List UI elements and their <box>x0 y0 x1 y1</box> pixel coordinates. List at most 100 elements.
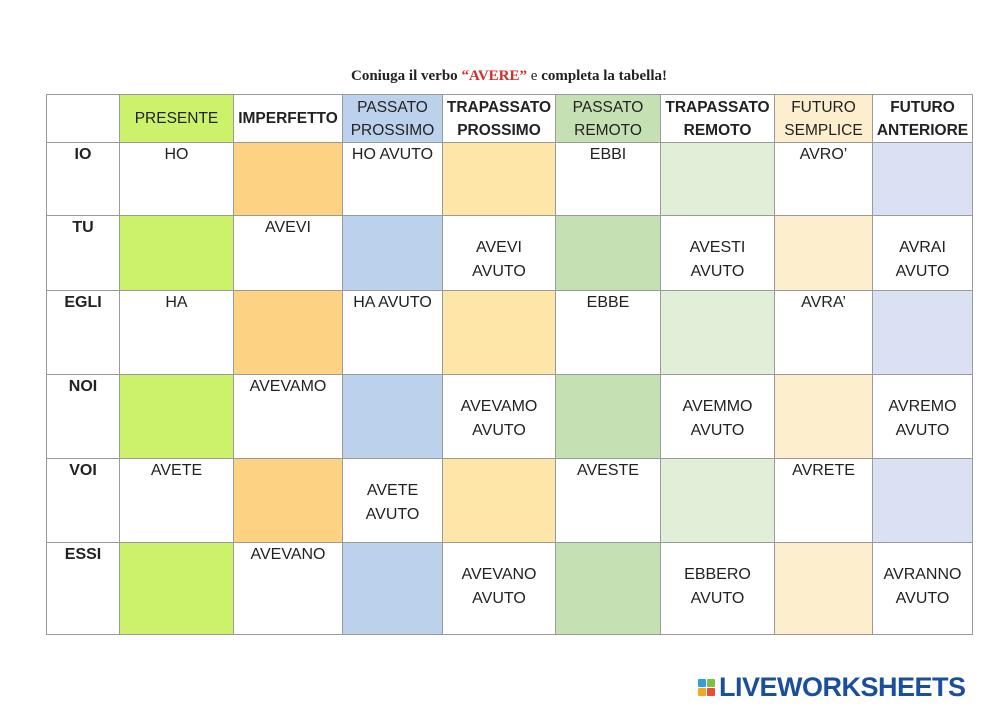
cell-passato-prossimo: AVETE AVUTO <box>342 458 443 543</box>
answer-field-passato-prossimo[interactable] <box>342 374 443 459</box>
header-trapassato-remoto: TRAPASSATO REMOTO <box>660 94 775 143</box>
cell-line2: AVUTO <box>472 263 526 280</box>
cell-line2: AVUTO <box>472 590 526 607</box>
cell-line2: AVUTO <box>690 590 745 607</box>
cell-line1: AVETE <box>150 462 203 479</box>
cell-line1: AVETE <box>366 482 419 499</box>
cell-trapassato-remoto: AVESTI AVUTO <box>660 215 775 291</box>
cell-line2: AVUTO <box>365 506 420 523</box>
cell-line1: AVEVAMO <box>460 398 538 415</box>
page-title: Coniuga il verbo “AVERE” e completa la t… <box>0 68 1000 85</box>
header-imperfetto: IMPERFETTO <box>233 94 343 143</box>
answer-field-trapassato-remoto[interactable] <box>660 142 775 216</box>
answer-field-futuro-anteriore[interactable] <box>872 458 973 543</box>
answer-field-presente[interactable] <box>119 374 234 459</box>
cell-line1: AVESTE <box>577 462 639 479</box>
answer-field-imperfetto[interactable] <box>233 290 343 375</box>
cell-presente: HO <box>119 142 234 216</box>
cell-futuro-semplice: AVRETE <box>774 458 873 543</box>
header-futuro-anteriore: FUTURO ANTERIORE <box>872 94 973 143</box>
cell-imperfetto: AVEVANO <box>233 542 343 635</box>
table-row: NOI AVEVAMO AVEVAMO AVUTO AVEMMO AVUTO AVREMO A… <box>46 374 973 459</box>
answer-field-imperfetto[interactable] <box>233 142 343 216</box>
answer-field-passato-remoto[interactable] <box>555 542 661 635</box>
cell-line1: HO AVUTO <box>351 146 434 163</box>
pronoun-egli: EGLI <box>46 290 120 375</box>
pronoun-voi: VOI <box>46 458 120 543</box>
cell-trapassato-prossimo: AVEVAMO AVUTO <box>442 374 556 459</box>
header-trapassato-prossimo: TRAPASSATO PROSSIMO <box>442 94 556 143</box>
cell-passato-remoto: EBBE <box>555 290 661 375</box>
cell-line2: AVUTO <box>690 422 745 439</box>
cell-futuro-anteriore: AVREMO AVUTO <box>872 374 973 459</box>
cell-line1: AVESTI <box>689 239 746 256</box>
answer-field-futuro-semplice[interactable] <box>774 542 873 635</box>
pronoun-io: IO <box>46 142 120 216</box>
answer-field-presente[interactable] <box>119 215 234 291</box>
cell-passato-prossimo: HO AVUTO <box>342 142 443 216</box>
table-row: IO HO HO AVUTO EBBI AVRO’ <box>46 142 973 216</box>
liveworksheets-logo-icon <box>698 678 715 696</box>
answer-field-futuro-anteriore[interactable] <box>872 290 973 375</box>
cell-futuro-semplice: AVRO’ <box>774 142 873 216</box>
header-row: PRESENTE IMPERFETTO PASSATO PROSSIMO TRAP… <box>46 94 973 143</box>
cell-passato-remoto: EBBI <box>555 142 661 216</box>
table-row: ESSI AVEVANO AVEVANO AVUTO EBBERO AVUTO AVRANN… <box>46 542 973 635</box>
logo-text: LIVEWORKSHEETS <box>719 671 966 702</box>
liveworksheets-logo: LIVEWORKSHEETS <box>698 672 966 702</box>
table-row: TU AVEVI AVEVI AVUTO AVESTI AVUTO AVRAI AVUTO <box>46 215 973 291</box>
cell-line1: AVRANNO <box>883 566 962 583</box>
cell-presente: HA <box>119 290 234 375</box>
pronoun-essi: ESSI <box>46 542 120 635</box>
answer-field-presente[interactable] <box>119 542 234 635</box>
pronoun-tu: TU <box>46 215 120 291</box>
cell-trapassato-remoto: EBBERO AVUTO <box>660 542 775 635</box>
cell-imperfetto: AVEVI <box>233 215 343 291</box>
cell-line1: EBBI <box>589 146 627 163</box>
cell-futuro-anteriore: AVRANNO AVUTO <box>872 542 973 635</box>
title-verb: “AVERE” <box>461 68 528 84</box>
title-part1: Coniuga il verbo <box>351 68 462 84</box>
answer-field-futuro-semplice[interactable] <box>774 374 873 459</box>
cell-trapassato-prossimo: AVEVANO AVUTO <box>442 542 556 635</box>
header-futuro-semplice: FUTURO SEMPLICE <box>774 94 873 143</box>
title-part2: e <box>527 68 542 84</box>
cell-presente: AVETE <box>119 458 234 543</box>
cell-line2: AVUTO <box>895 263 950 280</box>
cell-line1: AVEVI <box>476 239 522 256</box>
answer-field-imperfetto[interactable] <box>233 458 343 543</box>
header-passato-remoto: PASSATO REMOTO <box>555 94 661 143</box>
answer-field-trapassato-prossimo[interactable] <box>442 290 556 375</box>
table-row: EGLI HA HA AVUTO EBBE AVRA’ <box>46 290 973 375</box>
answer-field-passato-remoto[interactable] <box>555 215 661 291</box>
cell-trapassato-remoto: AVEMMO AVUTO <box>660 374 775 459</box>
cell-line1: HA AVUTO <box>353 294 432 311</box>
answer-field-trapassato-remoto[interactable] <box>660 290 775 375</box>
corner-cell <box>46 94 120 143</box>
answer-field-trapassato-remoto[interactable] <box>660 458 775 543</box>
cell-passato-prossimo: HA AVUTO <box>342 290 443 375</box>
cell-line1: AVRAI <box>899 239 946 256</box>
cell-trapassato-prossimo: AVEVI AVUTO <box>442 215 556 291</box>
cell-line1: EBBERO <box>684 566 751 583</box>
answer-field-trapassato-prossimo[interactable] <box>442 458 556 543</box>
answer-field-passato-prossimo[interactable] <box>342 215 443 291</box>
cell-futuro-semplice: AVRA’ <box>774 290 873 375</box>
cell-imperfetto: AVEVAMO <box>233 374 343 459</box>
answer-field-futuro-anteriore[interactable] <box>872 142 973 216</box>
header-passato-prossimo: PASSATO PROSSIMO <box>342 94 443 143</box>
cell-line2: AVUTO <box>895 422 950 439</box>
answer-field-passato-prossimo[interactable] <box>342 542 443 635</box>
cell-line1: AVEVI <box>265 219 311 236</box>
cell-line2: AVUTO <box>690 263 745 280</box>
cell-line1: HO <box>164 146 189 163</box>
answer-field-passato-remoto[interactable] <box>555 374 661 459</box>
cell-line2: AVUTO <box>895 590 950 607</box>
answer-field-trapassato-prossimo[interactable] <box>442 142 556 216</box>
cell-line1: EBBE <box>586 294 630 311</box>
cell-line1: AVREMO <box>888 398 957 415</box>
cell-line1: AVRETE <box>792 462 855 479</box>
answer-field-futuro-semplice[interactable] <box>774 215 873 291</box>
cell-line1: AVEVANO <box>461 566 537 583</box>
cell-line1: HA <box>165 294 188 311</box>
